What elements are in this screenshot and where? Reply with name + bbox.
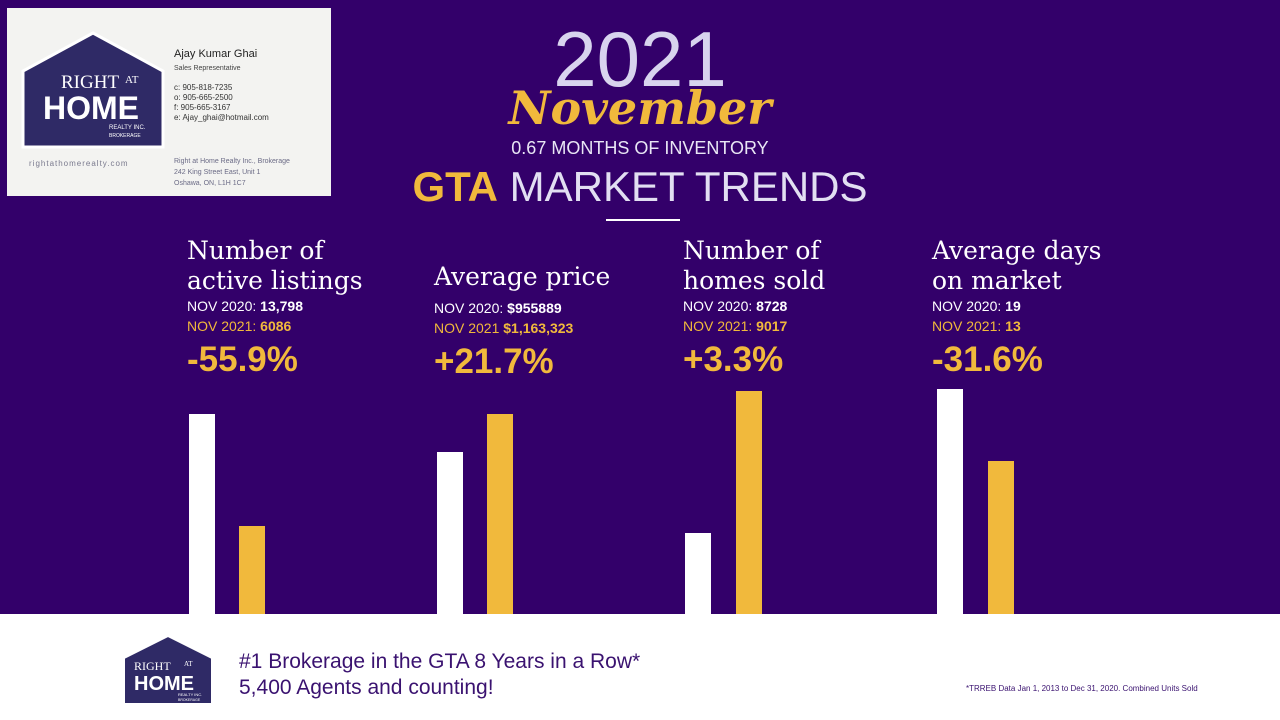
stat-2020-value: 8728	[756, 298, 788, 314]
logo-text-brokerage: BROKERAGE	[109, 133, 141, 139]
stat-2021: NOV 2021 $1,163,323	[434, 318, 664, 338]
stat-title: Number of active listings	[187, 236, 417, 296]
bar-2020-average-price	[437, 452, 463, 614]
trends-rest: MARKET TRENDS	[498, 163, 868, 210]
footer-logo-text-brokerage: BROKERAGE	[178, 698, 201, 702]
phone-fax: f: 905-665-3167	[174, 103, 231, 112]
stat-change: +3.3%	[683, 340, 784, 379]
stat-2020-label: NOV 2020:	[932, 298, 1006, 314]
stat-title-line-1: Number of	[683, 236, 820, 265]
stat-2021-label: NOV 2021:	[932, 318, 1006, 334]
stat-2020: NOV 2020: $955889	[434, 298, 664, 318]
stat-2021-label: NOV 2021	[434, 320, 504, 336]
address-line-1: Right at Home Realty Inc., Brokerage	[174, 158, 290, 165]
logo-text-realty: REALTY INC.	[109, 125, 146, 131]
month-heading: November	[508, 81, 772, 135]
phone-office: o: 905-665-2500	[174, 93, 233, 102]
footer-right-at-home-logo: RIGHT AT HOME REALTY INC. BROKERAGE	[123, 634, 213, 705]
stat-2020: NOV 2020: 8728	[683, 296, 913, 316]
stat-2021-value: 6086	[260, 318, 292, 334]
stat-title: Average days on market	[932, 236, 1162, 296]
footer-logo-text-at: AT	[184, 660, 193, 668]
bar-2021-average-price	[487, 414, 513, 614]
stat-2020-value: 13,798	[260, 298, 303, 314]
stat-title: Number of homes sold	[683, 236, 913, 296]
bar-2021-homes-sold	[736, 391, 762, 614]
logo-text-home: HOME	[43, 90, 139, 126]
footer-tagline-1: #1 Brokerage in the GTA 8 Years in a Row…	[239, 650, 641, 673]
phone-cell: c: 905-818-7235	[174, 83, 233, 92]
agent-contacts: c: 905-818-7235 o: 905-665-2500 f: 905-6…	[174, 83, 269, 123]
stat-2020: NOV 2020: 19	[932, 296, 1162, 316]
stat-title: Average price	[434, 262, 664, 292]
stat-2021-label: NOV 2021:	[683, 318, 757, 334]
inventory-subtitle: 0.67 MONTHS OF INVENTORY	[511, 138, 769, 158]
stat-change: +21.7%	[434, 342, 554, 381]
stat-title-line-1: Number of	[187, 236, 324, 265]
address-line-2: 242 King Street East, Unit 1	[174, 169, 261, 176]
year-heading: 2021	[553, 15, 727, 103]
stat-title-line-2: active listings	[187, 266, 363, 295]
stat-2020-label: NOV 2020:	[683, 298, 757, 314]
agent-name: Ajay Kumar Ghai	[174, 48, 258, 60]
bar-2021-days-on-market	[988, 461, 1014, 614]
stat-title-line-1: Average days	[932, 236, 1102, 265]
footer-logo-text-realty: REALTY INC.	[178, 692, 202, 697]
logo-text-at: AT	[125, 74, 139, 86]
stat-2021-value: $1,163,323	[503, 320, 574, 336]
stat-2021-label: NOV 2021:	[187, 318, 261, 334]
stat-2021-value: 9017	[756, 318, 788, 334]
footer-tagline-2: 5,400 Agents and counting!	[239, 676, 494, 699]
stat-2020-value: $955889	[507, 300, 562, 316]
stat-2020: NOV 2020: 13,798	[187, 296, 417, 316]
stat-2020-value: 19	[1005, 298, 1021, 314]
footer-logo-text-home: HOME	[134, 673, 194, 695]
email: e: Ajay_ghai@hotmail.com	[174, 113, 269, 122]
trends-accent: GTA	[412, 163, 499, 210]
bar-2020-homes-sold	[685, 533, 711, 614]
stat-2021: NOV 2021: 9017	[683, 316, 913, 336]
footer-source-note: *TRREB Data Jan 1, 2013 to Dec 31, 2020.…	[966, 684, 1198, 693]
stat-change: -31.6%	[932, 340, 1043, 379]
right-at-home-logo: RIGHT AT HOME REALTY INC. BROKERAGE	[21, 31, 165, 149]
stat-active-listings: Number of active listings NOV 2020: 13,79…	[187, 236, 417, 382]
stat-average-price: Average price NOV 2020: $955889 NOV 2021…	[434, 262, 664, 384]
stat-title-line-1: Average price	[434, 262, 611, 291]
market-trends-heading: GTA MARKET TRENDS	[0, 162, 1280, 212]
stat-2021: NOV 2021: 6086	[187, 316, 417, 336]
bar-2020-days-on-market	[937, 389, 963, 614]
agent-title: Sales Representative	[174, 65, 241, 72]
stat-days-on-market: Average days on market NOV 2020: 19 NOV 2…	[932, 236, 1162, 382]
address-line-3: Oshawa, ON, L1H 1C7	[174, 180, 246, 187]
stat-2020-label: NOV 2020:	[187, 298, 261, 314]
stat-title-line-2: on market	[932, 266, 1062, 295]
office-address: Right at Home Realty Inc., Brokerage 242…	[174, 156, 290, 189]
stat-2021: NOV 2021: 13	[932, 316, 1162, 336]
footer: RIGHT AT HOME REALTY INC. BROKERAGE #1 B…	[0, 614, 1280, 720]
bar-2020-active-listings	[189, 414, 215, 614]
divider	[606, 219, 680, 221]
footer-logo-text-right: RIGHT	[134, 659, 171, 673]
website: rightathomerealty.com	[29, 159, 129, 168]
stat-change: -55.9%	[187, 340, 298, 379]
bar-2021-active-listings	[239, 526, 265, 614]
stat-title-line-2: homes sold	[683, 266, 826, 295]
stat-2021-value: 13	[1005, 318, 1021, 334]
business-card: RIGHT AT HOME REALTY INC. BROKERAGE Ajay…	[7, 8, 331, 196]
stat-2020-label: NOV 2020:	[434, 300, 508, 316]
stat-homes-sold: Number of homes sold NOV 2020: 8728 NOV 2…	[683, 236, 913, 382]
logo-text-right: RIGHT	[61, 72, 119, 93]
